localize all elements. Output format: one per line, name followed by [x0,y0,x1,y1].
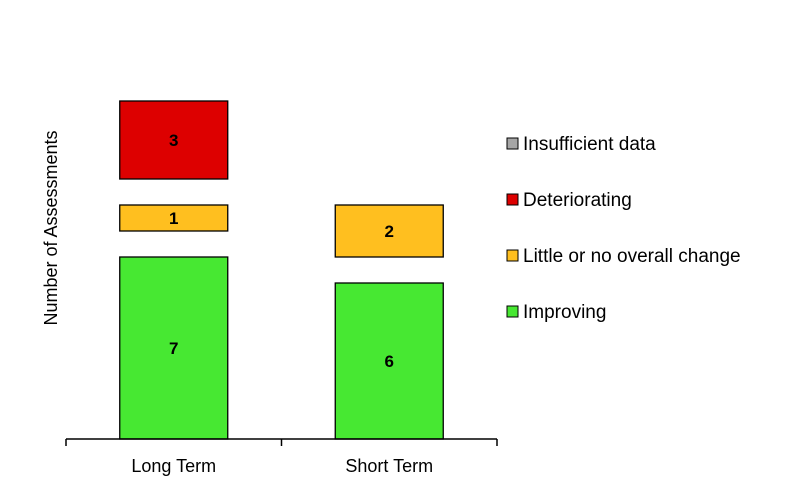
data-label-short-term-little-or-no-overall-change: 2 [385,222,394,241]
legend-swatch-deteriorating [506,193,519,206]
data-label-short-term-improving: 6 [385,352,394,371]
legend-swatch-insufficient-data [506,137,519,150]
y-axis-label: Number of Assessments [41,130,61,325]
legend-swatch-improving [506,305,519,318]
legend: Insufficient data Deteriorating Little or … [506,134,741,323]
bar-long-term-little-or-no-overall-change [119,204,229,232]
legend-label-little-or-no-overall-change: Little or no overall change [523,246,741,267]
x-axis: Long Term Short Term [65,438,498,476]
data-label-long-term-little-or-no-overall-change: 1 [169,209,178,228]
x-tick-label-long-term: Long Term [131,456,216,476]
legend-label-deteriorating: Deteriorating [523,190,632,211]
data-label-long-term-improving: 7 [169,339,178,358]
bar-short-term-little-or-no-overall-change [334,204,444,258]
x-tick-label-short-term: Short Term [345,456,433,476]
legend-label-insufficient-data: Insufficient data [523,134,656,155]
legend-swatch-little-or-no-overall-change [506,249,519,262]
bar-long-term-improving [119,256,229,440]
bar-short-term-improving [334,282,444,440]
legend-label-improving: Improving [523,302,606,323]
data-label-long-term-deteriorating: 3 [169,131,178,150]
bar-long-term-deteriorating [119,100,229,180]
bars-layer: 7 1 3 6 2 [119,100,444,440]
